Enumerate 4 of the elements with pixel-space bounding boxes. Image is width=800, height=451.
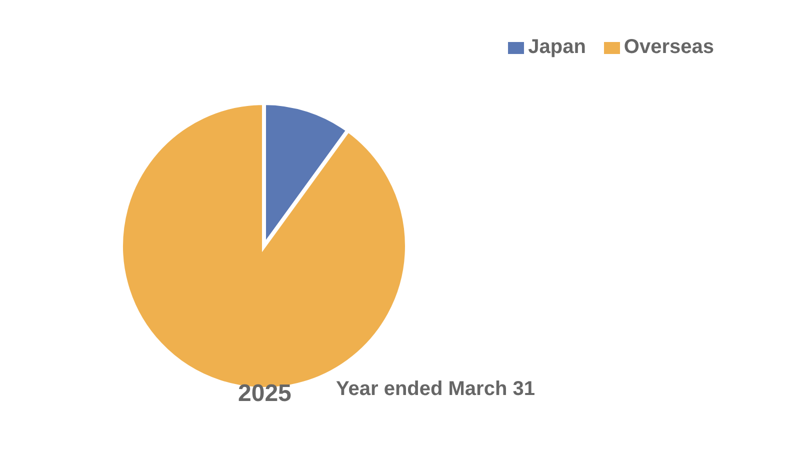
legend-label: Overseas — [624, 36, 714, 58]
legend-label: Japan — [528, 36, 586, 58]
text: 2025 — [238, 380, 292, 408]
text: Year ended March 31 — [336, 378, 535, 401]
